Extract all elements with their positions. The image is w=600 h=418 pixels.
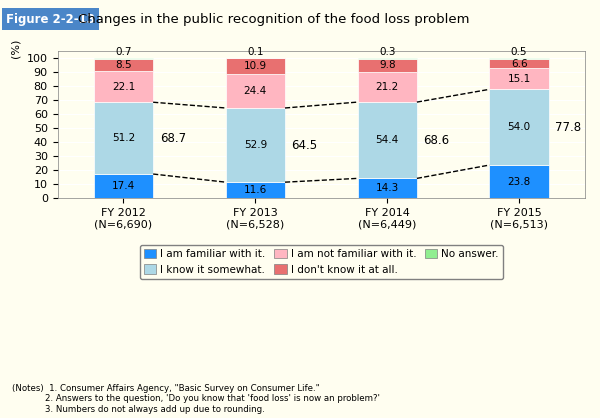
Text: 51.2: 51.2 [112, 133, 135, 143]
Bar [490, 59, 549, 68]
Text: 54.4: 54.4 [376, 135, 399, 145]
Text: 77.8: 77.8 [556, 121, 581, 134]
Text: Changes in the public recognition of the food loss problem: Changes in the public recognition of the… [78, 13, 470, 25]
Text: 0.1: 0.1 [247, 47, 263, 57]
Bar [358, 102, 417, 178]
Text: 0.7: 0.7 [115, 47, 132, 57]
Text: 0.3: 0.3 [379, 47, 395, 57]
Bar [226, 108, 285, 182]
Text: 21.2: 21.2 [376, 82, 399, 92]
Text: 68.6: 68.6 [424, 134, 449, 147]
Text: 22.1: 22.1 [112, 82, 135, 92]
Bar [490, 165, 549, 199]
Text: 8.5: 8.5 [115, 60, 132, 70]
Text: 11.6: 11.6 [244, 185, 267, 195]
Bar [94, 59, 153, 71]
Bar [490, 68, 549, 89]
Text: 54.0: 54.0 [508, 122, 530, 132]
Text: 64.5: 64.5 [292, 139, 318, 152]
Text: 24.4: 24.4 [244, 86, 267, 96]
Bar [490, 89, 549, 165]
Legend: I am familiar with it., I know it somewhat., I am not familiar with it., I don't: I am familiar with it., I know it somewh… [140, 245, 503, 279]
Bar [94, 102, 153, 174]
Bar [358, 59, 417, 72]
Text: 23.8: 23.8 [508, 177, 530, 187]
Bar [226, 59, 285, 74]
Text: 10.9: 10.9 [244, 61, 267, 71]
Text: 15.1: 15.1 [508, 74, 530, 84]
Y-axis label: (%): (%) [11, 38, 20, 58]
Bar [226, 182, 285, 199]
Text: 6.6: 6.6 [511, 59, 527, 69]
Text: 9.8: 9.8 [379, 61, 395, 71]
Bar [490, 58, 549, 59]
Text: 52.9: 52.9 [244, 140, 267, 150]
Text: Figure 2-2-13: Figure 2-2-13 [6, 13, 95, 25]
Text: 14.3: 14.3 [376, 184, 399, 194]
Bar [94, 174, 153, 199]
Bar [94, 71, 153, 102]
Text: 17.4: 17.4 [112, 181, 135, 191]
Bar [226, 74, 285, 108]
Text: (Notes)  1. Consumer Affairs Agency, "Basic Survey on Consumer Life."
          : (Notes) 1. Consumer Affairs Agency, "Bas… [12, 384, 380, 414]
Bar [358, 178, 417, 199]
Bar [358, 58, 417, 59]
Bar [358, 72, 417, 102]
Text: 68.7: 68.7 [160, 132, 186, 145]
Text: 0.5: 0.5 [511, 47, 527, 57]
